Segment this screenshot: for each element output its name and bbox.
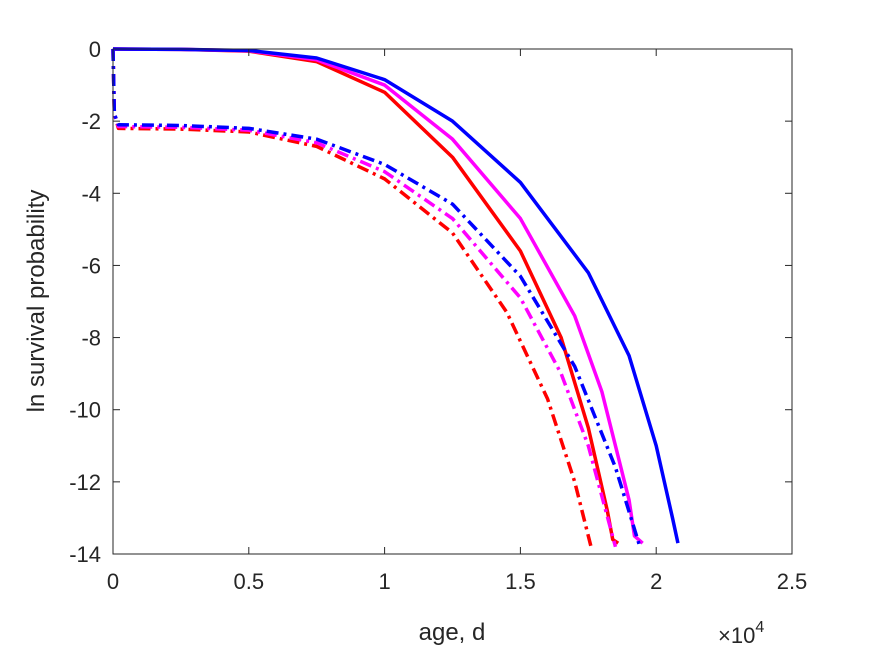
- x-axis-label: age, d: [419, 619, 486, 646]
- y-tick-label: -6: [81, 253, 101, 278]
- x-tick-label: 1: [378, 569, 390, 594]
- x-exponent-base: ×10: [718, 623, 755, 648]
- y-tick-label: -14: [69, 542, 101, 567]
- y-tick-label: -2: [81, 109, 101, 134]
- y-tick-label: -8: [81, 326, 101, 351]
- x-exponent-label: ×104: [718, 619, 764, 648]
- ticks-layer: 0 0.5 1 1.5 2 2.5 0 -2 -4 -6 -8 -10 -12 -14: [69, 37, 807, 594]
- y-tick-label: -4: [81, 181, 101, 206]
- x-tick-label: 2.5: [777, 569, 808, 594]
- y-tick-label: 0: [89, 37, 101, 62]
- x-tick-label: 0.5: [234, 569, 265, 594]
- x-tick-label: 1.5: [505, 569, 536, 594]
- series-line-6: [111, 48, 642, 548]
- x-tick-label: 2: [650, 569, 662, 594]
- series-line-3: [112, 47, 680, 544]
- y-tick-label: -10: [69, 398, 101, 423]
- y-tick-label: -12: [69, 470, 101, 495]
- series-layer: [111, 47, 680, 548]
- plot-box: [112, 48, 793, 555]
- x-exponent-power: 4: [755, 619, 764, 636]
- y-axis-label: ln survival probability: [23, 190, 50, 413]
- x-tick-label: 0: [107, 569, 119, 594]
- plot-area: [113, 49, 792, 554]
